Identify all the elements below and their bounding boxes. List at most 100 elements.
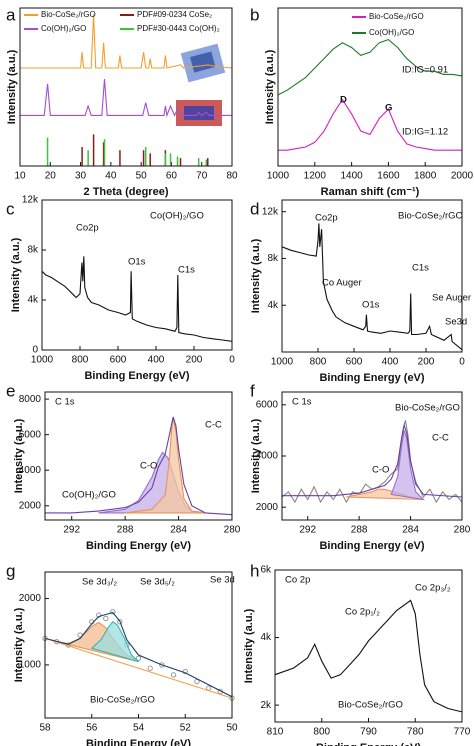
annotation: G xyxy=(385,103,392,114)
y-tick-label: 4000 xyxy=(19,465,42,476)
x-tick-label: 0 xyxy=(459,357,465,368)
x-tick-label: 58 xyxy=(39,723,51,734)
annotation: Bio-CoSe₂/rGO xyxy=(395,403,460,414)
plot-frame xyxy=(41,199,233,351)
curve xyxy=(44,611,233,698)
y-axis-label: Intensity (a.u.) xyxy=(10,237,22,312)
curve xyxy=(20,79,232,118)
plot-frame xyxy=(19,7,233,167)
x-tick-label: 1800 xyxy=(414,171,437,182)
data-point xyxy=(159,662,165,668)
curve xyxy=(45,416,233,516)
x-tick-label: 52 xyxy=(180,723,192,734)
curve xyxy=(282,423,463,498)
y-axis-label: Intensity (a.u.) xyxy=(243,608,255,683)
annotation: C 1s xyxy=(55,397,75,408)
annotation: Co Auger xyxy=(322,278,362,289)
y-tick-label: 0 xyxy=(32,345,38,356)
curve xyxy=(20,14,233,69)
curve xyxy=(281,420,463,504)
x-tick-label: 400 xyxy=(148,355,165,366)
x-tick-label: 1200 xyxy=(304,171,327,182)
x-tick-label: 284 xyxy=(402,525,419,536)
annotation: Se 3d₃/₂ xyxy=(82,577,117,588)
y-tick-label: 4000 xyxy=(256,451,279,462)
x-axis-label: Raman shift (cm⁻¹) xyxy=(321,186,420,198)
annotation: C-C xyxy=(205,420,222,431)
annotation: O1s xyxy=(128,257,146,268)
annotation: Co2p xyxy=(315,213,338,224)
x-tick-label: 30 xyxy=(75,171,87,182)
x-axis-label: Binding Energy (eV) xyxy=(316,742,421,746)
y-tick-label: 12k xyxy=(22,195,39,206)
annotation: Se 3d xyxy=(210,575,235,586)
curve xyxy=(274,599,463,713)
x-axis-label: Binding Energy (eV) xyxy=(319,372,424,384)
annotation: Co(OH)₂/GO xyxy=(150,211,204,222)
legend-label: Co(OH)₂/GO xyxy=(41,24,86,33)
x-tick-label: 70 xyxy=(196,171,208,182)
curve xyxy=(41,256,233,342)
annotation: Bio-CoSe₂/rGO xyxy=(338,700,403,711)
x-tick-label: 1000 xyxy=(31,355,54,366)
x-tick-label: 780 xyxy=(407,727,424,738)
panel-letter: a xyxy=(6,5,16,24)
annotation: Se Auger xyxy=(432,293,471,304)
x-tick-label: 1000 xyxy=(271,357,294,368)
y-tick-label: 2000 xyxy=(19,593,42,604)
annotation: Se3d xyxy=(445,317,467,328)
x-tick-label: 40 xyxy=(105,171,117,182)
curve xyxy=(44,637,233,699)
annotation: Co(OH)₂/GO xyxy=(62,490,116,501)
x-tick-label: 2000 xyxy=(451,171,474,182)
annotation: Bio-CoSe₂/rGO xyxy=(90,695,155,706)
annotation: Co2p xyxy=(76,223,99,234)
x-tick-label: 10 xyxy=(14,171,26,182)
x-tick-label: 50 xyxy=(136,171,148,182)
annotation: C-O xyxy=(372,465,389,476)
x-tick-label: 600 xyxy=(346,357,363,368)
x-tick-label: 200 xyxy=(186,355,203,366)
x-axis-label: Binding Energy (eV) xyxy=(319,540,424,552)
panel-letter: e xyxy=(6,381,15,400)
legend-label: Bio-CoSe₂/rGO xyxy=(369,12,424,21)
x-tick-label: 50 xyxy=(226,723,238,734)
x-tick-label: 790 xyxy=(360,727,377,738)
y-tick-label: 12k xyxy=(262,206,279,217)
annotation: Co 2p₃/₂ xyxy=(415,583,451,594)
data-point xyxy=(110,609,116,615)
x-tick-label: 0 xyxy=(229,355,235,366)
annotation: O1s xyxy=(362,300,380,311)
y-tick-label: 6000 xyxy=(19,429,42,440)
annotation: C 1s xyxy=(292,397,312,408)
y-tick-label: 2k xyxy=(260,700,272,711)
x-axis-label: Binding Energy (eV) xyxy=(86,540,191,552)
data-point xyxy=(135,655,142,661)
data-point xyxy=(182,668,188,675)
x-tick-label: 54 xyxy=(133,723,145,734)
y-tick-label: 4k xyxy=(27,295,39,306)
panel-letter: h xyxy=(250,561,259,580)
y-tick-label: 2000 xyxy=(19,500,42,511)
x-axis-label: Binding Energy (eV) xyxy=(84,370,189,382)
x-tick-label: 800 xyxy=(72,355,89,366)
plot-frame xyxy=(281,199,463,353)
x-tick-label: 770 xyxy=(454,727,471,738)
panel-letter: f xyxy=(250,381,255,400)
x-tick-label: 20 xyxy=(45,171,57,182)
x-axis-label: Binding Energy (eV) xyxy=(86,738,191,746)
data-point xyxy=(96,612,102,618)
x-tick-label: 288 xyxy=(351,525,368,536)
annotation: Co 2p xyxy=(285,575,310,586)
data-point xyxy=(103,615,109,622)
x-tick-label: 600 xyxy=(110,355,127,366)
x-tick-label: 80 xyxy=(226,171,238,182)
peak-area xyxy=(125,418,206,514)
y-axis-label: Intensity (a.u.) xyxy=(264,49,276,124)
data-point xyxy=(117,619,123,625)
peak-area xyxy=(90,621,139,663)
x-tick-label: 810 xyxy=(267,727,284,738)
y-tick-label: 2000 xyxy=(256,502,279,513)
x-tick-label: 400 xyxy=(382,357,399,368)
